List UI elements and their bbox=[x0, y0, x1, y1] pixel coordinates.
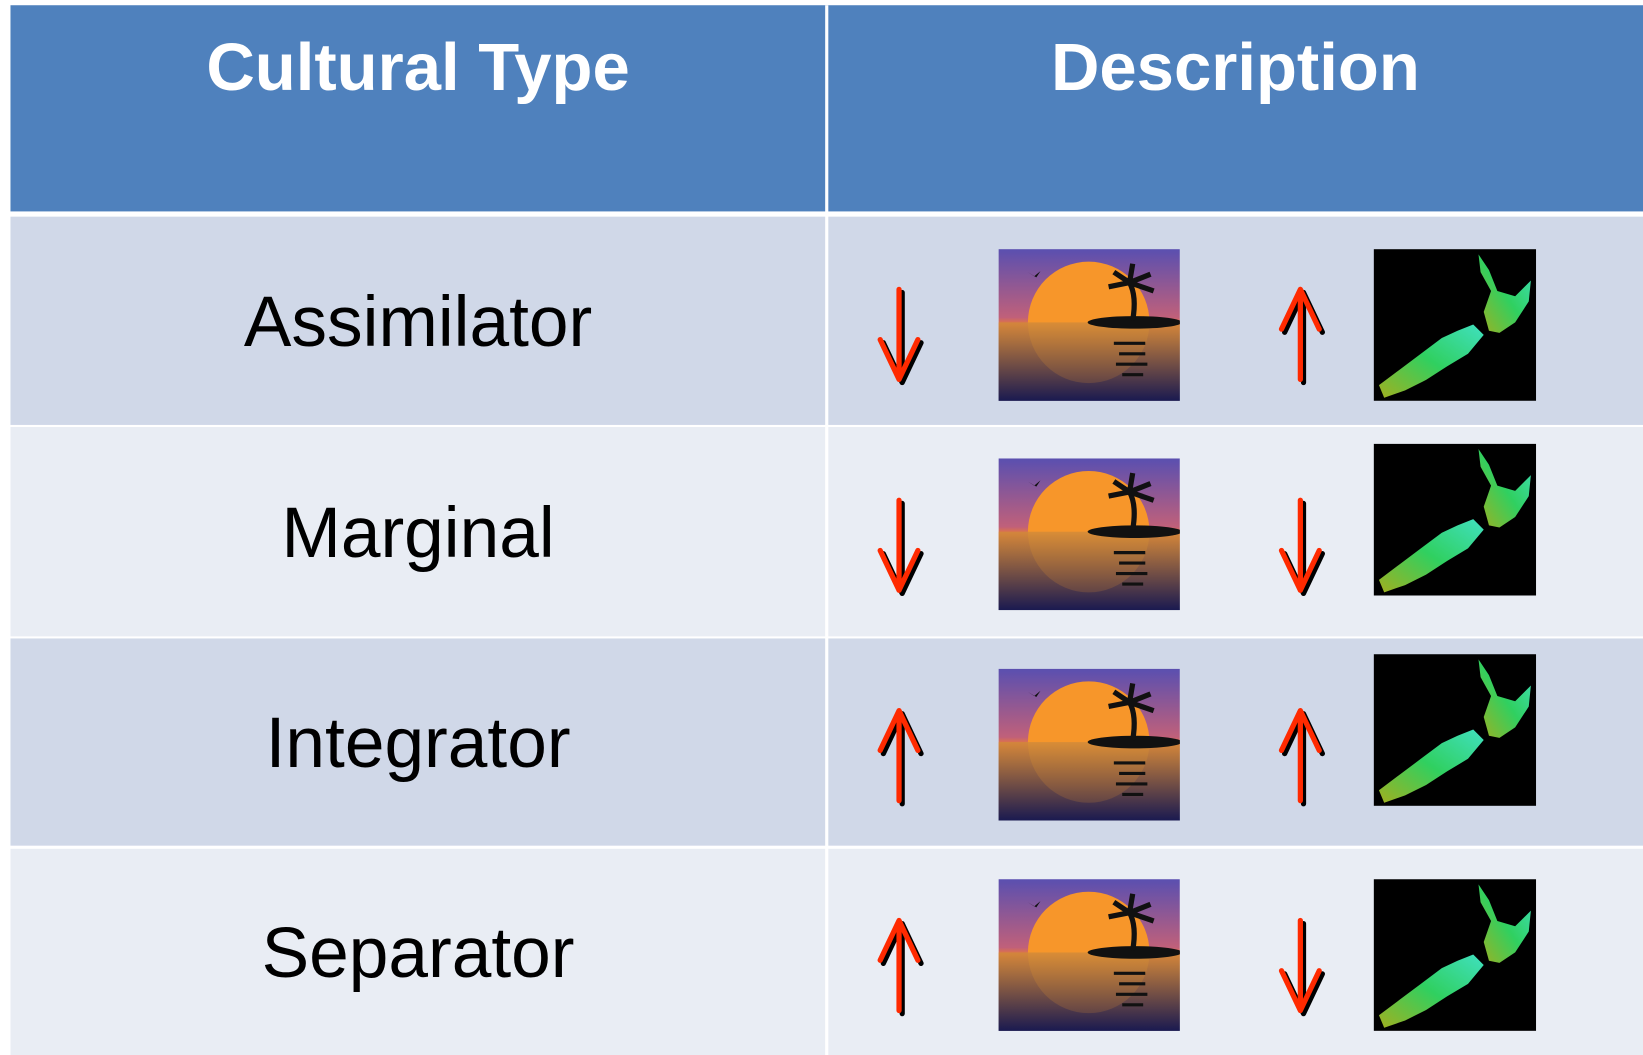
map-image bbox=[1373, 654, 1537, 806]
sunset-image bbox=[999, 879, 1182, 1031]
arrow-stroke bbox=[1278, 917, 1322, 1014]
arrow-down bbox=[877, 286, 924, 386]
arrow-stroke bbox=[877, 286, 921, 383]
arrow-down bbox=[1278, 497, 1325, 597]
row-label: Marginal bbox=[281, 494, 554, 573]
header-cell: Description bbox=[1051, 30, 1420, 105]
arrow-up bbox=[877, 917, 924, 1017]
row-label: Separator bbox=[262, 914, 575, 993]
arrow-stroke bbox=[877, 497, 921, 593]
header-cell: Cultural Type bbox=[206, 30, 629, 105]
arrow-down bbox=[1278, 917, 1325, 1017]
sunset-image bbox=[999, 458, 1182, 610]
arrow-down bbox=[877, 497, 924, 597]
row-label: Integrator bbox=[266, 704, 571, 783]
row-label: Assimilator bbox=[244, 283, 592, 362]
arrow-stroke bbox=[1278, 497, 1322, 593]
arrow-up bbox=[1278, 708, 1325, 807]
arrow-stroke bbox=[877, 708, 921, 804]
arrow-stroke bbox=[1278, 286, 1322, 383]
arrow-stroke bbox=[877, 917, 921, 1014]
arrow-stroke bbox=[1278, 708, 1322, 804]
arrow-up bbox=[1278, 286, 1325, 386]
map-image bbox=[1373, 879, 1537, 1031]
map-image bbox=[1373, 443, 1537, 596]
map-image bbox=[1373, 249, 1537, 401]
sunset-image bbox=[999, 669, 1182, 821]
sunset-image bbox=[999, 249, 1182, 401]
arrow-up bbox=[877, 708, 924, 807]
